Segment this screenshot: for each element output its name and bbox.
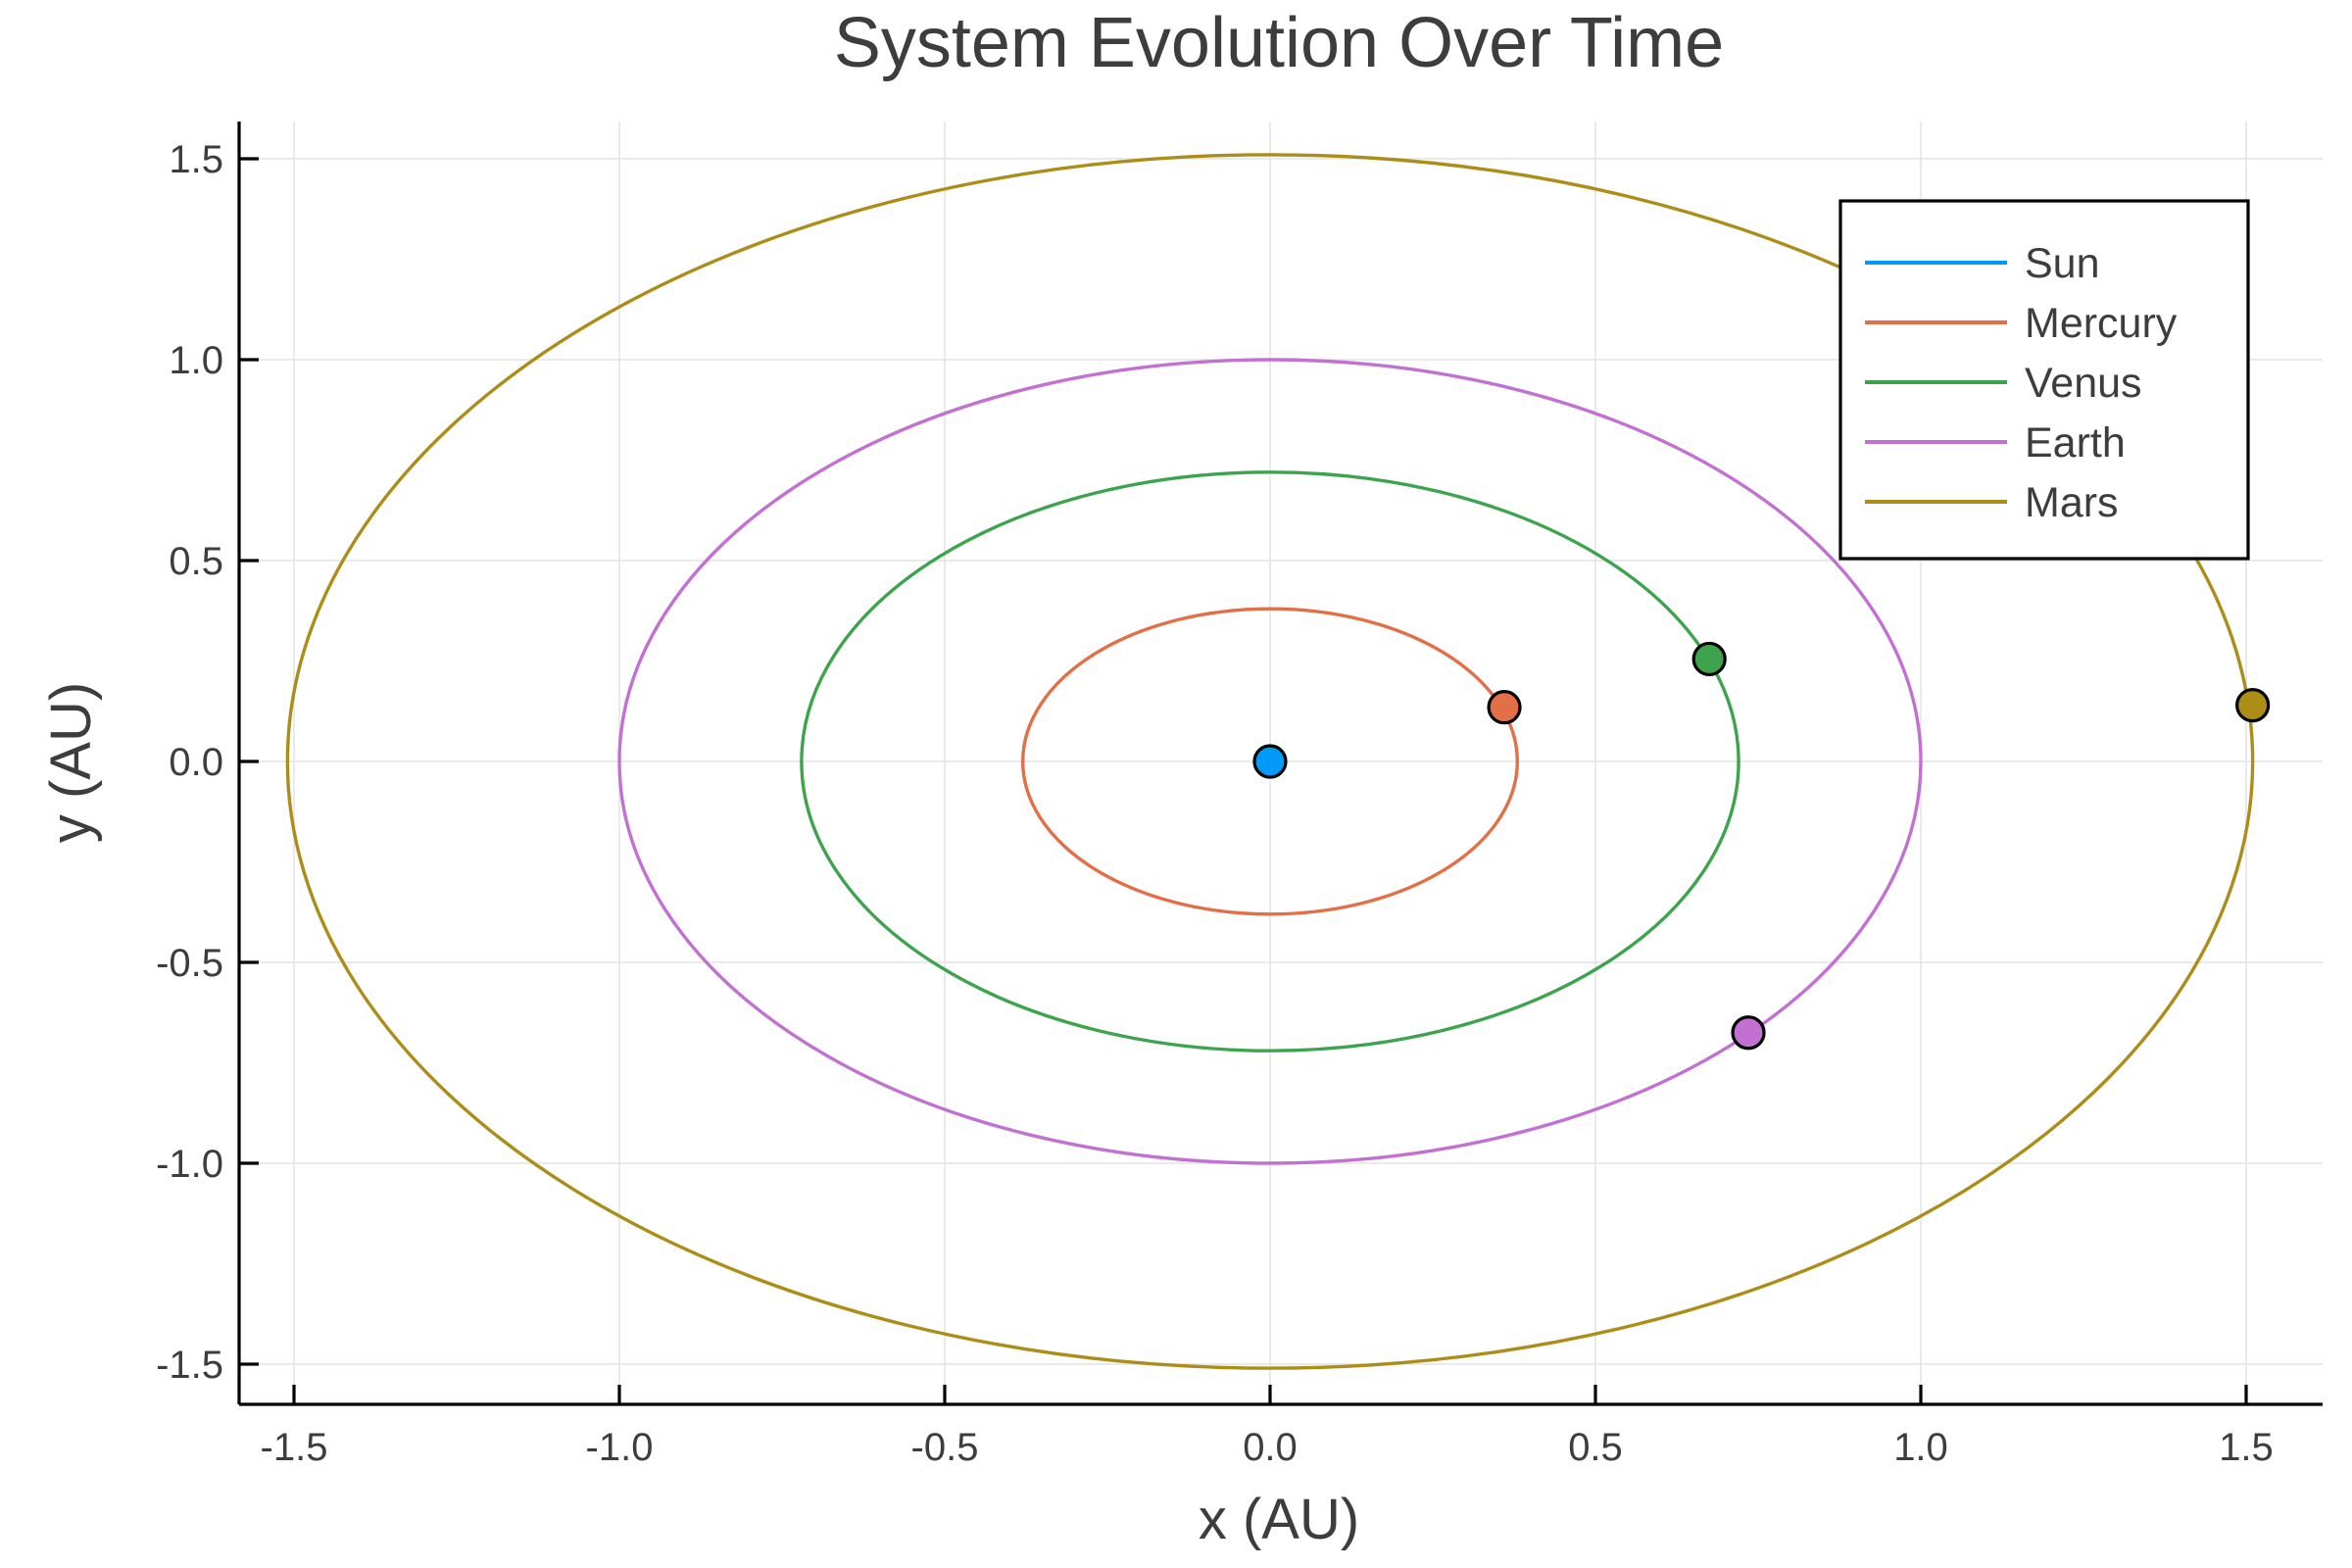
x-tick-label: 1.5 (2219, 1426, 2274, 1469)
x-axis-label: x (AU) (1199, 1488, 1359, 1551)
venus-orbit (800, 470, 1740, 1053)
x-tick-label: 1.0 (1893, 1426, 1948, 1469)
legend-label-mars: Mars (2025, 479, 2119, 526)
earth-orbit (617, 358, 1923, 1165)
y-tick-label: -0.5 (156, 942, 223, 985)
sun-marker (1252, 744, 1288, 779)
y-tick-label: 1.5 (169, 138, 223, 181)
legend-label-venus: Venus (2025, 360, 2142, 407)
venus-marker (1691, 641, 1727, 677)
x-tick-label: -1.5 (261, 1426, 328, 1469)
x-tick-label: -1.0 (586, 1426, 654, 1469)
x-tick-label: 0.0 (1243, 1426, 1298, 1469)
legend: Sun Mercury Venus Earth Mars (1838, 199, 2250, 561)
orbit-paths (285, 153, 2255, 1370)
x-tick-label: 0.5 (1568, 1426, 1623, 1469)
mercury-marker (1487, 690, 1522, 725)
chart-title: System Evolution Over Time (834, 4, 1724, 82)
axis-ticks: -1.5 -1.0 -0.5 0.0 0.5 1.0 1.5 -1.5 -1.0 -0.5 0.0 0… (156, 138, 2274, 1469)
mars-orbit (285, 153, 2255, 1370)
y-tick-label: 0.5 (169, 540, 223, 583)
mercury-orbit (1020, 607, 1520, 916)
y-tick-label: -1.5 (156, 1344, 223, 1387)
legend-box (1838, 199, 2250, 561)
legend-label-mercury: Mercury (2025, 300, 2178, 347)
legend-label-earth: Earth (2025, 419, 2126, 466)
planet-markers (1252, 641, 2271, 1051)
legend-label-sun: Sun (2025, 240, 2100, 287)
y-tick-label: -1.0 (156, 1143, 223, 1186)
mars-marker (2235, 687, 2271, 723)
x-tick-label: -0.5 (911, 1426, 979, 1469)
y-tick-label: 1.0 (169, 339, 223, 382)
y-tick-label: 0.0 (169, 741, 223, 784)
legend-items: Sun Mercury Venus Earth Mars (1865, 240, 2178, 526)
earth-marker (1731, 1015, 1766, 1051)
y-axis-label: y (AU) (39, 682, 103, 843)
